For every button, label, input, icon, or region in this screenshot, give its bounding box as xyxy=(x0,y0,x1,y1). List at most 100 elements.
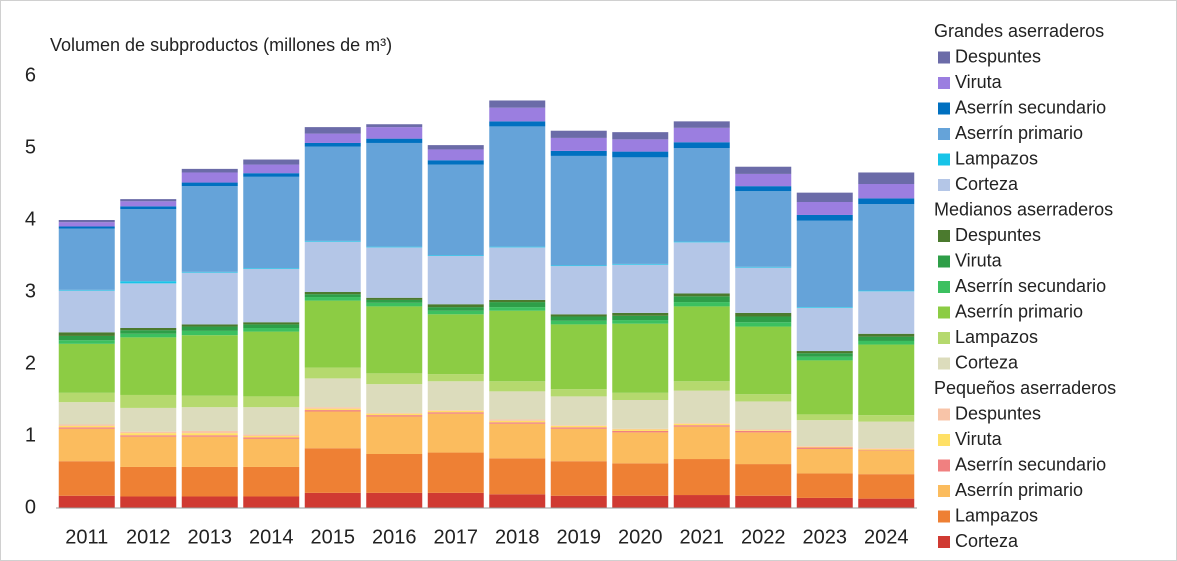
y-tick-label: 0 xyxy=(25,496,36,518)
bar-segment xyxy=(858,421,915,449)
bar-segment xyxy=(550,316,607,321)
bar-segment xyxy=(58,402,115,425)
legend-swatch xyxy=(938,510,950,523)
bar-segment xyxy=(858,448,915,450)
bar-segment xyxy=(858,415,915,422)
bar-segment xyxy=(612,430,669,433)
bar-segment xyxy=(58,424,115,426)
legend-swatch xyxy=(938,536,950,548)
bar-segment xyxy=(181,407,238,431)
bar-segment xyxy=(427,412,484,414)
bar-segment xyxy=(366,413,423,416)
bar-segment xyxy=(243,396,300,408)
bar-segment xyxy=(550,314,607,317)
bar-segment xyxy=(673,302,730,307)
legend-label: Aserrín primario xyxy=(955,123,1083,143)
bar-segment xyxy=(243,434,300,436)
bar-segment xyxy=(181,435,238,437)
bar-segment xyxy=(612,315,669,321)
bar-segment xyxy=(181,172,238,183)
legend-swatch xyxy=(938,408,950,421)
bar-segment xyxy=(612,157,669,264)
bar-segment xyxy=(120,431,177,434)
bar-segment xyxy=(181,168,238,173)
legend-label: Despuntes xyxy=(955,403,1041,423)
bar-segment xyxy=(735,464,792,496)
bar-segment xyxy=(120,281,177,284)
x-tick-label: 2016 xyxy=(372,526,417,548)
bar-segment xyxy=(858,290,915,292)
bar-segment xyxy=(735,322,792,327)
bar-segment xyxy=(489,121,546,127)
bar-segment xyxy=(735,166,792,174)
bar-segment xyxy=(243,268,300,269)
bar-segment xyxy=(489,307,546,311)
legend-swatch xyxy=(938,357,950,370)
legend-label: Aserrín secundario xyxy=(955,276,1106,296)
bar-segment xyxy=(673,241,730,243)
bar-segment xyxy=(673,148,730,242)
bar-segment xyxy=(796,353,853,357)
legend-group-title: Medianos aserraderos xyxy=(934,199,1113,219)
bar-segment xyxy=(427,145,484,150)
bar-segment xyxy=(181,182,238,187)
legend-label: Lampazos xyxy=(955,505,1038,525)
bar-segment xyxy=(735,186,792,192)
x-tick-label: 2024 xyxy=(864,526,909,548)
bar-segment xyxy=(858,450,915,475)
bar-segment xyxy=(304,241,361,292)
bar-segment xyxy=(858,204,915,291)
bar-segment xyxy=(673,142,730,148)
bar-segment xyxy=(427,452,484,493)
x-tick-label: 2018 xyxy=(495,526,540,548)
bar-segment xyxy=(181,466,238,497)
bar-segment xyxy=(612,323,669,393)
bar-segment xyxy=(304,297,361,301)
bar-segment xyxy=(489,126,546,247)
bar-segment xyxy=(550,150,607,156)
bar-segment xyxy=(489,422,546,424)
bar-segment xyxy=(550,266,607,315)
bar-segment xyxy=(489,391,546,420)
bar-segment xyxy=(181,436,238,467)
bar-segment xyxy=(673,495,730,508)
bar-segment xyxy=(612,151,669,158)
bar-segment xyxy=(550,425,607,426)
bar-segment xyxy=(673,459,730,496)
x-tick-label: 2015 xyxy=(311,526,356,548)
bar-segment xyxy=(427,381,484,411)
bar-segment xyxy=(673,121,730,128)
bar-segment xyxy=(735,173,792,187)
legend-swatch xyxy=(938,153,950,166)
bar-segment xyxy=(550,155,607,266)
bar-segment xyxy=(427,149,484,161)
bar-segment xyxy=(612,432,669,464)
bar-segment xyxy=(366,373,423,385)
bar-segment xyxy=(243,438,300,467)
bar-segment xyxy=(489,420,546,423)
bar-segment xyxy=(366,246,423,248)
bar-segment xyxy=(858,333,915,337)
bar-segment xyxy=(58,290,115,333)
bar-segment xyxy=(735,429,792,431)
bar-segment xyxy=(120,206,177,210)
y-tick-label: 2 xyxy=(25,352,36,374)
y-tick-label: 3 xyxy=(25,280,36,302)
bar-segment xyxy=(550,425,607,428)
legend-label: Viruta xyxy=(955,250,1003,270)
bar-segment xyxy=(796,192,853,202)
bar-segment xyxy=(489,302,546,308)
bar-segment xyxy=(796,360,853,415)
bar-segment xyxy=(243,324,300,328)
bar-segment xyxy=(120,337,177,395)
x-tick-label: 2022 xyxy=(741,526,786,548)
bar-segment xyxy=(366,306,423,374)
bar-segment xyxy=(243,176,300,269)
y-tick-label: 1 xyxy=(25,424,36,446)
bar-segment xyxy=(427,304,484,308)
chart-title: Volumen de subproductos (millones de m³) xyxy=(50,35,392,55)
bar-segment xyxy=(427,256,484,305)
bar-segment xyxy=(796,214,853,221)
bar-segment xyxy=(366,247,423,298)
bar-segment xyxy=(366,492,423,508)
